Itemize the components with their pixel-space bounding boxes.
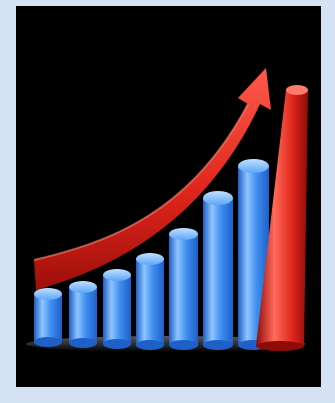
red-column-icon — [256, 85, 308, 351]
blue-bar-icon — [169, 228, 198, 350]
blue-bar-icon — [203, 191, 233, 350]
blue-bar-icon — [103, 269, 131, 349]
growth-chart-illustration — [26, 68, 308, 352]
blue-bar-icon — [136, 253, 164, 350]
blue-bar-icon — [69, 281, 97, 348]
red-arrow-icon — [33, 68, 271, 290]
blue-bar-icon — [34, 288, 62, 347]
bar-group — [34, 159, 269, 350]
